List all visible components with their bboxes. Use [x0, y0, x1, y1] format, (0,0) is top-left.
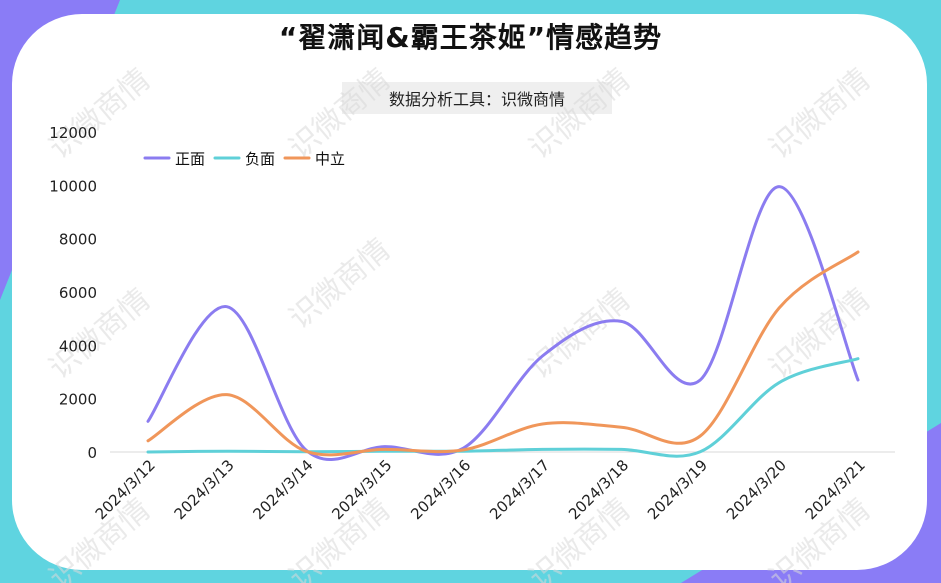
x-tick-label: 2024/3/13 — [171, 456, 238, 523]
watermark-text: 识微商情 — [763, 62, 877, 166]
y-tick-label: 2000 — [59, 391, 97, 409]
y-tick-label: 6000 — [59, 284, 97, 302]
legend-label: 正面 — [175, 150, 205, 168]
watermark-text: 识微商情 — [43, 62, 157, 166]
watermark-text: 识微商情 — [763, 282, 877, 386]
x-tick-label: 2024/3/17 — [486, 456, 553, 523]
watermark-text: 识微商情 — [283, 232, 397, 336]
subtitle-background — [342, 82, 612, 114]
watermark-text: 识微商情 — [523, 62, 637, 166]
y-tick-label: 4000 — [59, 337, 97, 355]
series-line-0 — [146, 185, 860, 462]
chart-subtitle: 数据分析工具：识微商情 — [388, 90, 565, 109]
y-tick-label: 8000 — [59, 231, 97, 249]
legend-label: 中立 — [315, 150, 345, 168]
x-tick-label: 2024/3/20 — [723, 456, 790, 523]
watermark-text: 识微商情 — [523, 282, 637, 386]
x-tick-label: 2024/3/14 — [249, 456, 316, 523]
y-tick-label: 12000 — [49, 124, 97, 142]
x-tick-label: 2024/3/19 — [644, 456, 711, 523]
x-tick-label: 2024/3/16 — [407, 456, 474, 523]
series-line-2 — [146, 250, 860, 457]
series-line-1 — [146, 357, 860, 458]
legend-label: 负面 — [245, 150, 275, 168]
y-tick-label: 10000 — [49, 177, 97, 195]
y-tick-label: 0 — [87, 444, 97, 462]
chart-title: “翟潇闻&霸王茶姬”情感趋势 — [278, 21, 663, 54]
